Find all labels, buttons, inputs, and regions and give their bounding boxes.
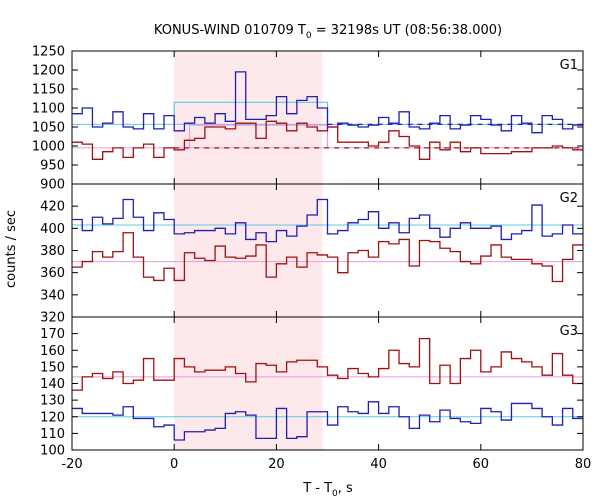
g1-step-pink bbox=[188, 124, 329, 148]
plot-area: 900950100010501100115012001250G132034036… bbox=[32, 45, 591, 473]
g1-y-tick-label: 900 bbox=[40, 178, 65, 193]
g2-y-tick-label: 320 bbox=[40, 311, 65, 326]
g3-y-tick-label: 150 bbox=[40, 360, 65, 375]
g2-y-tick-label: 420 bbox=[40, 200, 65, 215]
x-tick-label: 0 bbox=[170, 457, 178, 472]
g3-series-red bbox=[72, 337, 583, 391]
g1-panel-label: G1 bbox=[560, 58, 578, 73]
g1-y-tick-label: 1200 bbox=[32, 64, 65, 79]
chart-title: KONUS-WIND 010709 T0 = 32198s UT (08:56:… bbox=[154, 23, 502, 41]
g3-series-blue bbox=[72, 401, 583, 441]
x-tick-label: -20 bbox=[61, 457, 82, 472]
g1-y-tick-label: 1150 bbox=[32, 83, 65, 98]
y-axis-label: counts / sec bbox=[4, 210, 19, 288]
x-tick-label: 60 bbox=[473, 457, 490, 472]
g2-y-tick-label: 360 bbox=[40, 266, 65, 281]
g2-y-tick-label: 400 bbox=[40, 222, 65, 237]
g1-y-tick-label: 950 bbox=[40, 159, 65, 174]
x-tick-label: 40 bbox=[370, 457, 387, 472]
g1-y-tick-label: 1050 bbox=[32, 121, 65, 136]
g1-y-tick-label: 1000 bbox=[32, 140, 65, 155]
g3-y-tick-label: 130 bbox=[40, 394, 65, 409]
g2-y-tick-label: 340 bbox=[40, 288, 65, 303]
g3-y-tick-label: 170 bbox=[40, 327, 65, 342]
x-tick-label: 80 bbox=[575, 457, 592, 472]
g2-y-tick-label: 380 bbox=[40, 244, 65, 259]
g3-y-tick-label: 120 bbox=[40, 410, 65, 425]
g2-series-red bbox=[72, 232, 583, 283]
g3-y-tick-label: 140 bbox=[40, 377, 65, 392]
g2-series-blue bbox=[72, 198, 583, 243]
g1-series-red bbox=[72, 120, 583, 160]
g3-panel-label: G3 bbox=[560, 324, 578, 339]
g1-y-tick-label: 1250 bbox=[32, 45, 65, 60]
g2-panel-label: G2 bbox=[560, 191, 578, 206]
g3-y-tick-label: 100 bbox=[40, 444, 65, 459]
x-tick-label: 20 bbox=[268, 457, 285, 472]
x-axis-label: T - T0, s bbox=[302, 481, 353, 499]
g3-y-tick-label: 160 bbox=[40, 344, 65, 359]
g1-y-tick-label: 1100 bbox=[32, 102, 65, 117]
highlight-band bbox=[174, 51, 323, 450]
g3-y-tick-label: 110 bbox=[40, 427, 65, 442]
